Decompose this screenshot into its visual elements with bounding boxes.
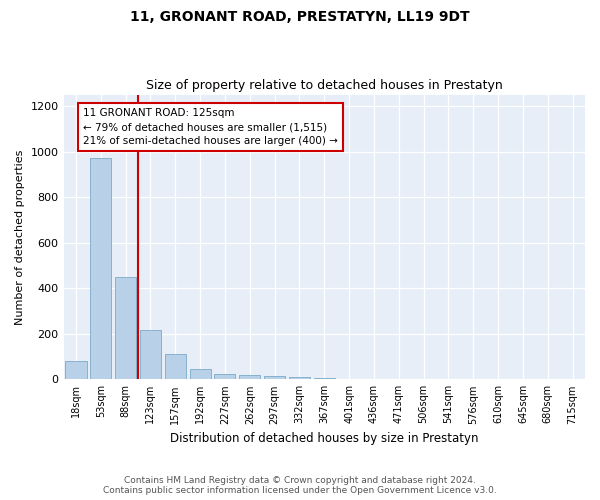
Title: Size of property relative to detached houses in Prestatyn: Size of property relative to detached ho… [146,79,503,92]
Bar [190,369,211,380]
Bar [314,378,335,380]
Bar [214,374,235,380]
Y-axis label: Number of detached properties: Number of detached properties [15,149,25,324]
X-axis label: Distribution of detached houses by size in Prestatyn: Distribution of detached houses by size … [170,432,479,445]
Bar [264,376,285,380]
Text: 11, GRONANT ROAD, PRESTATYN, LL19 9DT: 11, GRONANT ROAD, PRESTATYN, LL19 9DT [130,10,470,24]
Text: Contains HM Land Registry data © Crown copyright and database right 2024.
Contai: Contains HM Land Registry data © Crown c… [103,476,497,495]
Bar [140,330,161,380]
Text: 11 GRONANT ROAD: 125sqm
← 79% of detached houses are smaller (1,515)
21% of semi: 11 GRONANT ROAD: 125sqm ← 79% of detache… [83,108,338,146]
Bar [65,361,86,380]
Bar [239,374,260,380]
Bar [289,377,310,380]
Bar [165,354,186,380]
Bar [115,277,136,380]
Bar [90,158,112,380]
